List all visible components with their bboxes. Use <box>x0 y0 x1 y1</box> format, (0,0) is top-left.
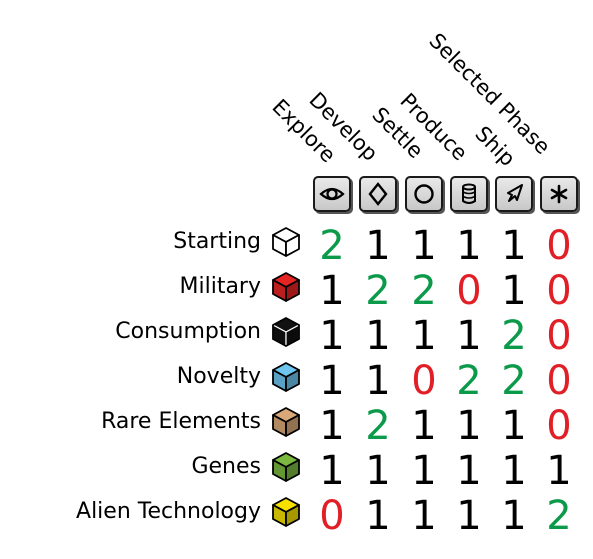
value-cell: 1 <box>319 358 345 404</box>
value-cell: 1 <box>319 313 345 359</box>
value-cell: 1 <box>501 268 527 314</box>
value-cell: 0 <box>456 268 482 314</box>
value-cell: 1 <box>365 223 391 269</box>
value-cell: 0 <box>546 403 572 449</box>
value-cell: 0 <box>546 223 572 269</box>
value-cell: 2 <box>546 493 572 539</box>
value-cell: 1 <box>501 493 527 539</box>
value-cell: 1 <box>319 268 345 314</box>
value-cell: 1 <box>501 448 527 494</box>
value-cell: 1 <box>411 493 437 539</box>
value-cell: 1 <box>456 313 482 359</box>
value-cell: 0 <box>319 493 345 539</box>
row-label-alien-technology: Alien Technology <box>76 499 261 524</box>
row-label-novelty: Novelty <box>176 364 261 389</box>
develop-phase-button[interactable] <box>359 176 397 212</box>
value-cell: 1 <box>319 403 345 449</box>
value-cell: 1 <box>456 493 482 539</box>
row-label-starting: Starting <box>173 229 261 254</box>
value-cell: 1 <box>411 313 437 359</box>
value-cell: 1 <box>365 493 391 539</box>
value-cell: 1 <box>411 403 437 449</box>
row-label-consumption: Consumption <box>115 319 261 344</box>
value-cell: 1 <box>365 448 391 494</box>
row-label-genes: Genes <box>191 454 261 479</box>
diamond-icon <box>368 182 388 206</box>
value-cell: 1 <box>365 313 391 359</box>
cylinder-icon <box>462 183 476 204</box>
value-cell: 2 <box>501 358 527 404</box>
settle-phase-button[interactable] <box>405 176 443 212</box>
value-cell: 1 <box>319 448 345 494</box>
circle-icon <box>414 184 434 204</box>
value-cell: 1 <box>411 448 437 494</box>
selected-phase-button[interactable] <box>540 176 578 212</box>
cube-icon-alien-technology <box>272 497 300 527</box>
cube-icon-military <box>272 272 300 302</box>
value-cell: 2 <box>319 223 345 269</box>
cube-icon-consumption <box>272 316 300 348</box>
value-cell: 0 <box>411 358 437 404</box>
produce-phase-button[interactable] <box>450 176 488 212</box>
cube-icon-novelty <box>272 362 300 392</box>
value-cell: 2 <box>456 358 482 404</box>
value-cell: 1 <box>411 223 437 269</box>
value-cell: 0 <box>546 268 572 314</box>
cube-icon-rare-elements <box>272 407 300 437</box>
row-label-rare-elements: Rare Elements <box>101 409 261 434</box>
value-cell: 2 <box>365 268 391 314</box>
value-cell: 1 <box>456 223 482 269</box>
ship-phase-button[interactable] <box>495 176 533 212</box>
value-cell: 2 <box>501 313 527 359</box>
value-cell: 0 <box>546 358 572 404</box>
eye-icon <box>319 187 345 201</box>
asterisk-icon <box>550 184 568 204</box>
value-cell: 1 <box>456 403 482 449</box>
value-cell: 1 <box>546 448 572 494</box>
value-cell: 1 <box>501 403 527 449</box>
row-label-military: Military <box>179 274 262 299</box>
rocket-icon <box>507 184 523 202</box>
cube-icon-starting <box>272 227 300 257</box>
value-cell: 0 <box>546 313 572 359</box>
value-cell: 1 <box>456 448 482 494</box>
value-cell: 1 <box>501 223 527 269</box>
value-cell: 1 <box>365 358 391 404</box>
cube-icon-genes <box>272 452 300 482</box>
value-cell: 2 <box>365 403 391 449</box>
value-cell: 2 <box>411 268 437 314</box>
explore-phase-button[interactable] <box>313 176 351 212</box>
